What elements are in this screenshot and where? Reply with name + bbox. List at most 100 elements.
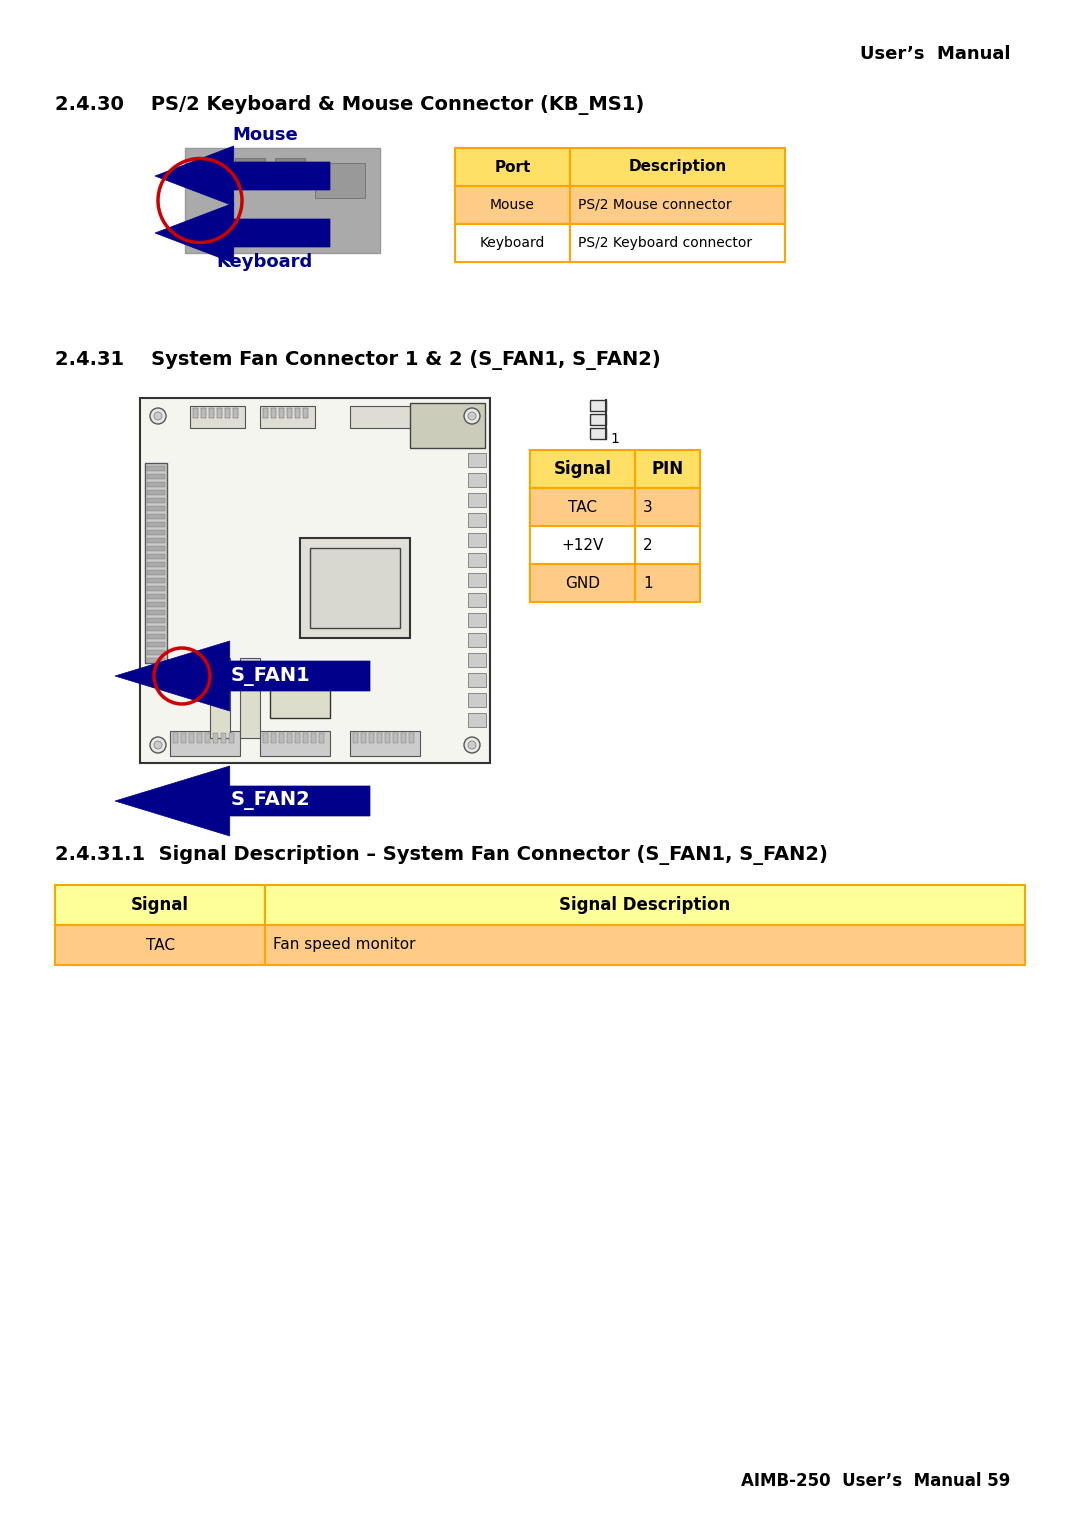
Bar [315, 163, 365, 199]
Bar [311, 733, 316, 743]
Circle shape [468, 741, 476, 749]
Bar [170, 672, 194, 678]
Bar [570, 225, 785, 261]
Bar [147, 513, 165, 520]
Polygon shape [114, 642, 370, 711]
Text: Mouse: Mouse [490, 199, 535, 212]
Polygon shape [114, 766, 370, 836]
Bar [468, 494, 486, 507]
Bar [287, 408, 292, 419]
Bar [147, 530, 165, 535]
Bar [170, 663, 194, 669]
Bar [271, 408, 276, 419]
Bar [260, 730, 330, 756]
Bar [173, 733, 178, 743]
Bar [635, 451, 700, 487]
Text: Port: Port [495, 159, 530, 174]
Bar [468, 593, 486, 607]
Bar [213, 733, 218, 743]
Bar [260, 406, 315, 428]
Bar [409, 733, 414, 743]
Bar [147, 498, 165, 503]
Bar [221, 733, 226, 743]
Bar [303, 733, 308, 743]
Bar [55, 885, 265, 924]
Bar [147, 649, 165, 656]
Bar [265, 924, 1025, 966]
Text: 1: 1 [610, 432, 619, 446]
Circle shape [154, 741, 162, 749]
Bar [147, 587, 165, 591]
Bar [468, 474, 486, 487]
Bar [55, 924, 265, 966]
Text: 1: 1 [643, 576, 652, 590]
Bar [361, 733, 366, 743]
Text: AIMB-250  User’s  Manual 59: AIMB-250 User’s Manual 59 [741, 1471, 1010, 1490]
Bar [530, 526, 635, 564]
Bar [468, 694, 486, 707]
Bar [240, 659, 260, 738]
Bar [468, 613, 486, 626]
Bar [468, 672, 486, 688]
Bar [319, 733, 324, 743]
Bar [147, 617, 165, 623]
Text: TAC: TAC [568, 500, 597, 515]
Bar [147, 555, 165, 559]
Text: Mouse: Mouse [232, 125, 298, 144]
Bar [303, 408, 308, 419]
Text: S_FAN1: S_FAN1 [230, 666, 310, 686]
Text: Fan speed monitor: Fan speed monitor [273, 938, 416, 952]
Bar [185, 148, 380, 254]
Text: +12V: +12V [562, 538, 604, 553]
Bar [590, 414, 606, 425]
Bar [377, 733, 382, 743]
Text: Keyboard: Keyboard [217, 254, 313, 270]
Bar [147, 634, 165, 639]
Bar [350, 730, 420, 756]
Bar [369, 733, 374, 743]
Bar [350, 406, 430, 428]
Text: User’s  Manual: User’s Manual [860, 44, 1010, 63]
Circle shape [150, 736, 166, 753]
Bar [393, 733, 399, 743]
Bar [295, 408, 300, 419]
Bar [205, 733, 210, 743]
Polygon shape [156, 203, 330, 263]
Bar [455, 225, 570, 261]
Bar [264, 408, 268, 419]
Bar [147, 570, 165, 575]
Bar [410, 403, 485, 448]
Bar [225, 408, 230, 419]
Bar [170, 681, 194, 688]
Circle shape [464, 736, 480, 753]
Bar [140, 397, 490, 762]
Bar [300, 538, 410, 639]
Bar [235, 157, 265, 177]
Bar [635, 526, 700, 564]
Bar [147, 562, 165, 567]
Bar [147, 538, 165, 542]
Text: Signal Description: Signal Description [559, 895, 731, 914]
Bar [264, 733, 268, 743]
Text: PS/2 Mouse connector: PS/2 Mouse connector [578, 199, 731, 212]
Bar [570, 148, 785, 186]
Text: 2.4.30    PS/2 Keyboard & Mouse Connector (KB_MS1): 2.4.30 PS/2 Keyboard & Mouse Connector (… [55, 95, 645, 115]
Text: GND: GND [565, 576, 600, 590]
Bar [147, 481, 165, 487]
Bar [147, 659, 165, 663]
Text: 3: 3 [643, 500, 652, 515]
Bar [193, 408, 198, 419]
Bar [353, 733, 357, 743]
Bar [265, 885, 1025, 924]
Bar [530, 564, 635, 602]
Bar [201, 408, 206, 419]
Circle shape [464, 408, 480, 423]
Bar [530, 487, 635, 526]
Bar [229, 733, 234, 743]
Bar [181, 733, 186, 743]
Bar [195, 157, 225, 177]
Bar [147, 578, 165, 584]
Text: Signal: Signal [131, 895, 189, 914]
Bar [210, 408, 214, 419]
Bar [279, 408, 284, 419]
